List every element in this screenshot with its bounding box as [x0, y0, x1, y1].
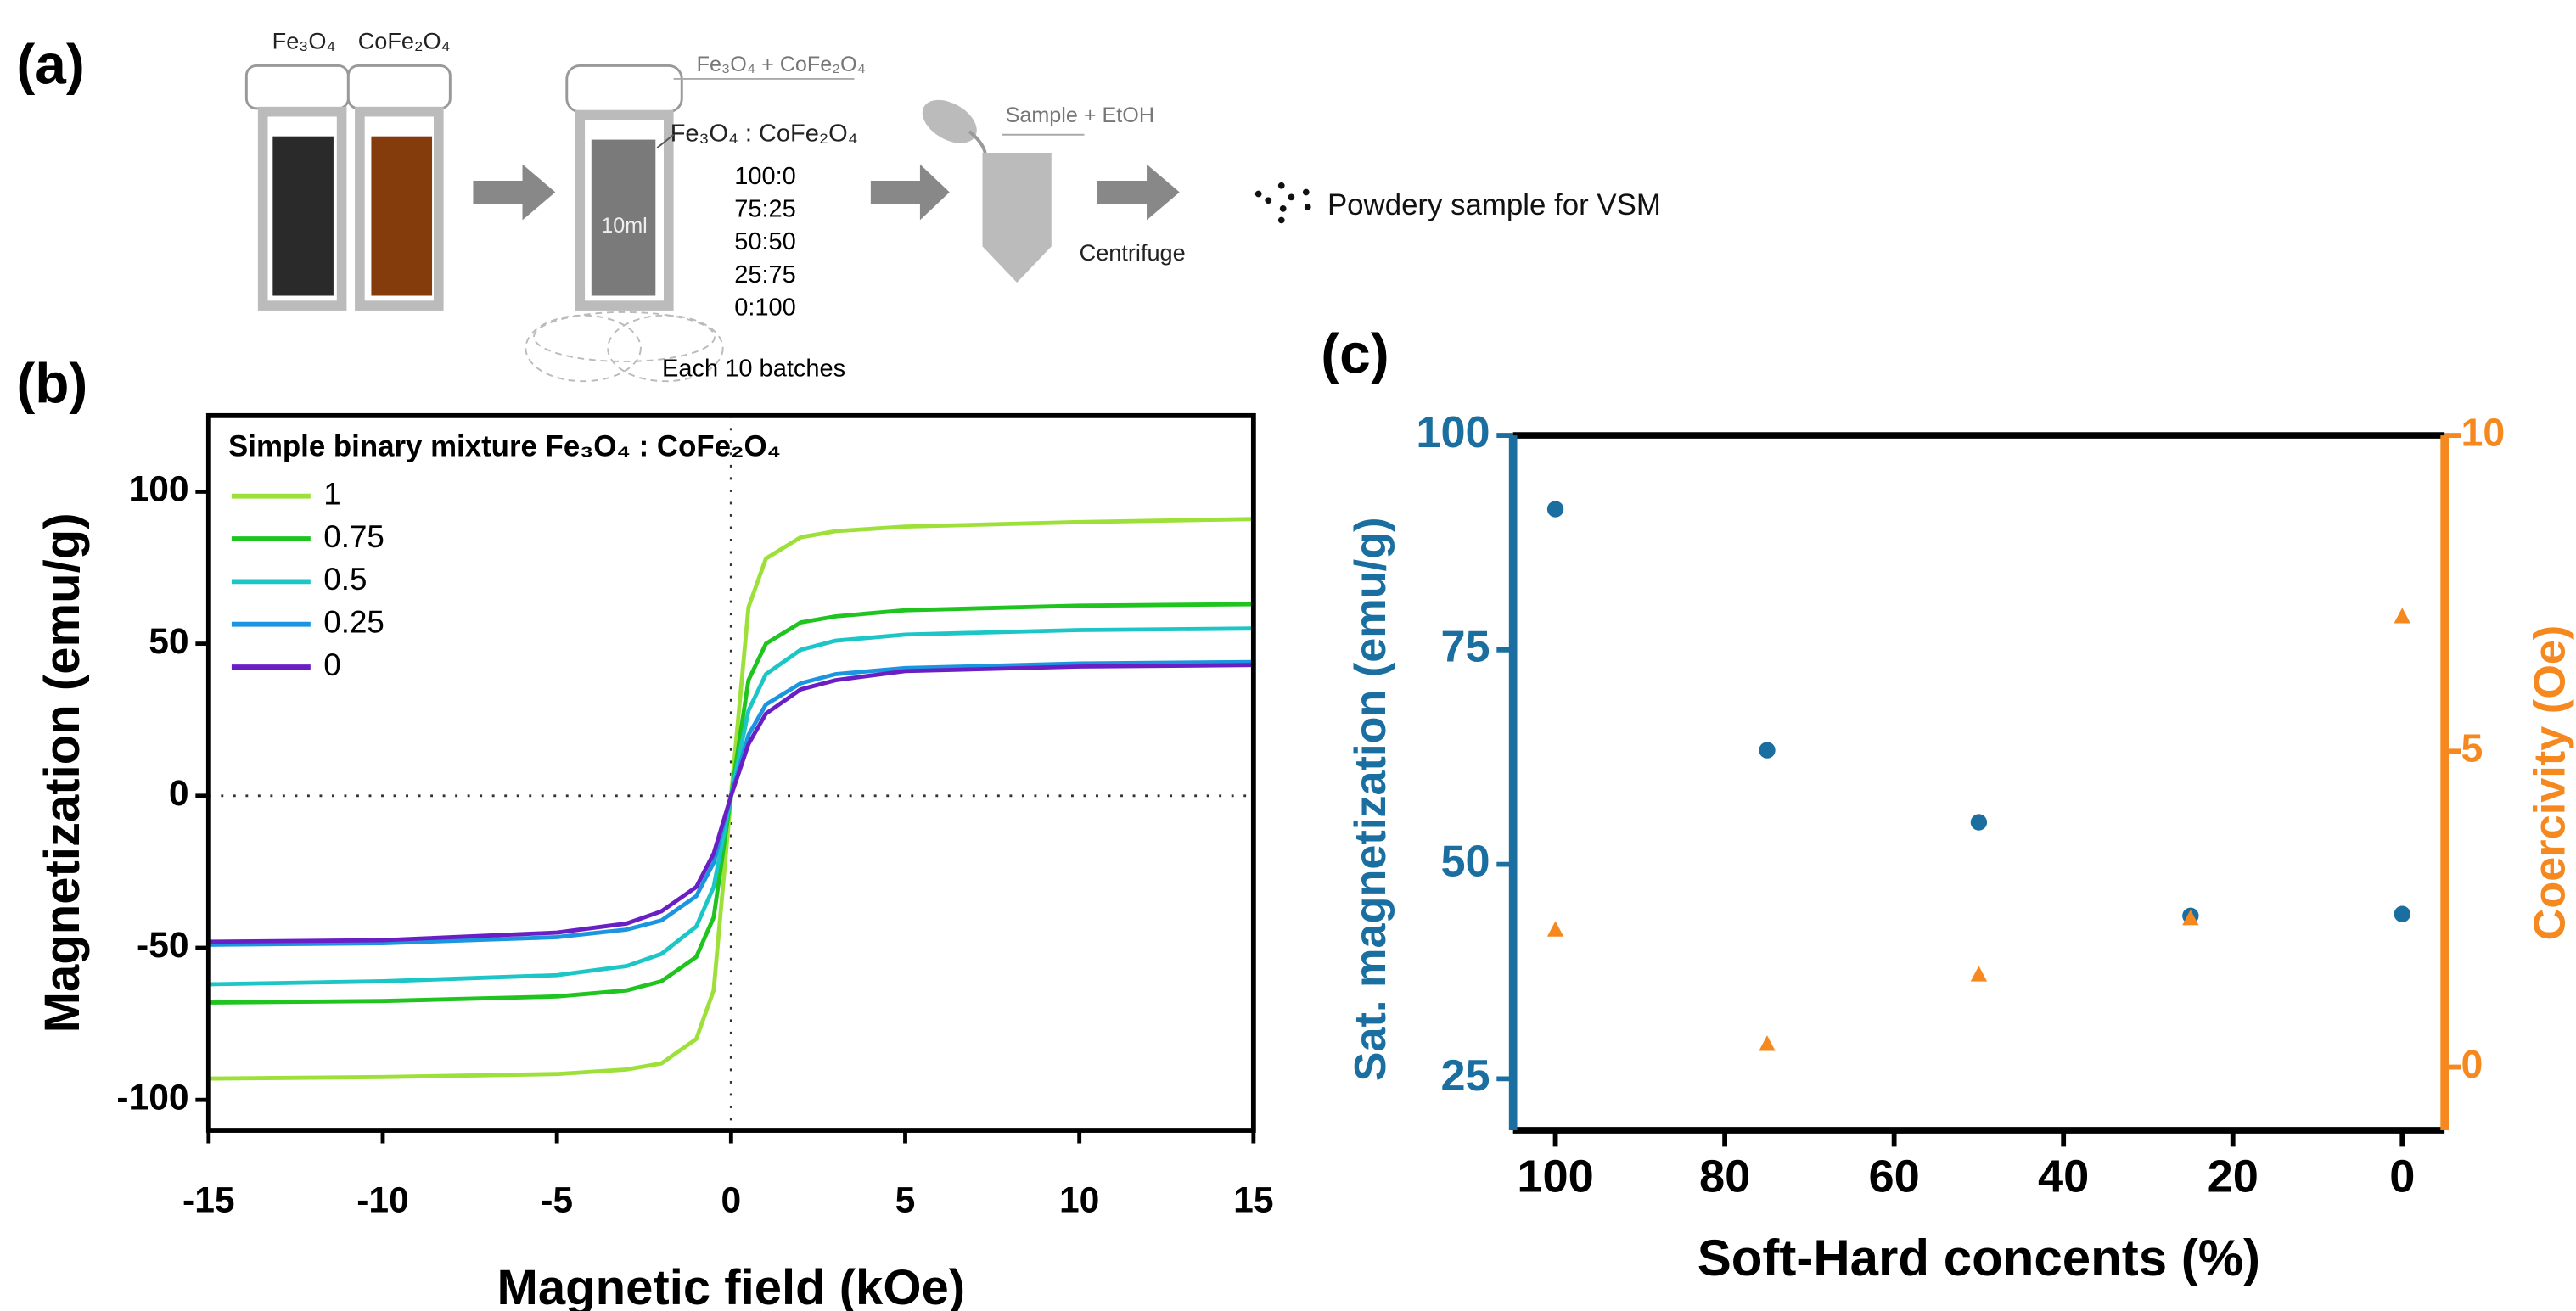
ratio: 0:100 — [734, 294, 796, 322]
shaker-waves — [525, 311, 724, 383]
vial-label: Fe₃O₄ — [272, 27, 336, 53]
ratio: 100:0 — [734, 163, 796, 190]
vial — [355, 106, 444, 311]
ratio: 25:75 — [734, 261, 796, 289]
spoon — [922, 99, 977, 143]
leader-line — [656, 134, 675, 149]
vial-content — [591, 139, 656, 296]
x-axis-title: Soft-Hard concents (%) — [1698, 1230, 2260, 1286]
y-tick-label: 25 — [1440, 1051, 1490, 1101]
vial-cap — [244, 64, 350, 110]
magnetization-curve — [208, 663, 1254, 944]
y-tick-label: 100 — [1416, 408, 1490, 457]
arrow — [1097, 164, 1180, 221]
ratio: 75:25 — [734, 195, 796, 222]
panel-label: (a) — [16, 33, 84, 96]
vial-cap — [346, 64, 452, 110]
y-tick-label: 0 — [169, 773, 189, 814]
x-tick-label: 0 — [2389, 1151, 2415, 1202]
y2-axis-title: Coercivity (Oe) — [2526, 625, 2575, 941]
centrifuge-label: Centrifuge — [1080, 239, 1186, 266]
powder-dots — [1254, 182, 1311, 224]
x-tick-label: 5 — [895, 1179, 916, 1220]
x-tick-label: -5 — [541, 1179, 573, 1220]
y2-tick-label: 5 — [2461, 726, 2483, 770]
vial — [575, 109, 674, 311]
coercivity-point — [2394, 608, 2410, 624]
y-tick-label: 50 — [149, 621, 188, 662]
magnetization-curve — [208, 659, 1254, 947]
magnetization-point — [2394, 905, 2410, 922]
magnetization-point — [1759, 742, 1776, 759]
coercivity-point — [2182, 909, 2199, 926]
tube — [982, 153, 1052, 283]
y-axis-title: Magnetization (emu/g) — [35, 513, 90, 1033]
y-tick-label: 50 — [1440, 837, 1490, 886]
x-tick-label: 0 — [721, 1179, 741, 1220]
x-tick-label: 60 — [1869, 1151, 1920, 1202]
y-tick-label: 75 — [1440, 623, 1490, 672]
vial — [257, 106, 347, 311]
volume-label: 10ml — [601, 214, 648, 238]
y-tick-label: -50 — [137, 925, 189, 966]
plot-frame — [205, 412, 1256, 1133]
legend-label: 0 — [323, 647, 340, 682]
y-axis-title: Sat. magnetization (emu/g) — [1346, 517, 1395, 1081]
legend-label: 1 — [323, 476, 340, 511]
vial-label: CoFe₂O₄ — [358, 27, 451, 53]
arrow — [473, 164, 556, 221]
x-tick-label: -10 — [356, 1179, 409, 1220]
magnetization-point — [1546, 501, 1564, 518]
vial-cap — [565, 64, 683, 114]
legend-label: 0.5 — [323, 562, 367, 597]
magnetization-curve — [208, 626, 1254, 987]
vial-content — [272, 136, 334, 296]
x-tick-label: 40 — [2038, 1151, 2089, 1202]
panel-label: (b) — [16, 351, 87, 414]
sample-label: Sample + EtOH — [1006, 104, 1154, 127]
vial-content — [371, 136, 433, 296]
coercivity-point — [1759, 1035, 1776, 1051]
x-tick-label: 100 — [1517, 1151, 1593, 1202]
x-axis-title: Magnetic field (kOe) — [497, 1260, 966, 1311]
ratio-label: Fe₃O₄ : CoFe₂O₄ — [671, 120, 858, 147]
x-tick-label: 10 — [1059, 1179, 1099, 1220]
x-tick-label: 80 — [1699, 1151, 1750, 1202]
y-tick-label: -100 — [116, 1077, 188, 1118]
magnetization-point — [1970, 814, 1988, 831]
arrow — [870, 164, 950, 221]
result-label: Powdery sample for VSM — [1327, 188, 1661, 221]
ratio: 50:50 — [734, 228, 796, 255]
coercivity-point — [1546, 921, 1564, 937]
y2-tick-label: 0 — [2461, 1042, 2483, 1086]
diagram: Fe₃O₄ CoFe₂O₄ 10ml Fe₃O₄ + CoFe₂O₄ Fe₃O₄… — [244, 27, 1661, 383]
mix-label: Fe₃O₄ + CoFe₂O₄ — [697, 53, 866, 76]
legend-title: Simple binary mixture Fe₃O₄ : CoFe₂O₄ — [228, 430, 781, 463]
y2-tick-label: 10 — [2461, 410, 2506, 454]
legend-label: 0.25 — [323, 604, 384, 639]
x-tick-label: 20 — [2208, 1151, 2259, 1202]
panel-label: (c) — [1321, 322, 1389, 384]
dual-axis-chart: 100 80 60 40 20 0 25 50 75 100 0 5 10 Soft-Hard conce… — [1346, 408, 2575, 1286]
x-tick-label: 15 — [1233, 1179, 1273, 1220]
batches-label: Each 10 batches — [662, 355, 845, 382]
y-tick-label: 100 — [129, 469, 189, 510]
legend-label: 0.75 — [323, 519, 384, 554]
x-tick-label: -15 — [182, 1179, 235, 1220]
coercivity-point — [1970, 966, 1988, 982]
